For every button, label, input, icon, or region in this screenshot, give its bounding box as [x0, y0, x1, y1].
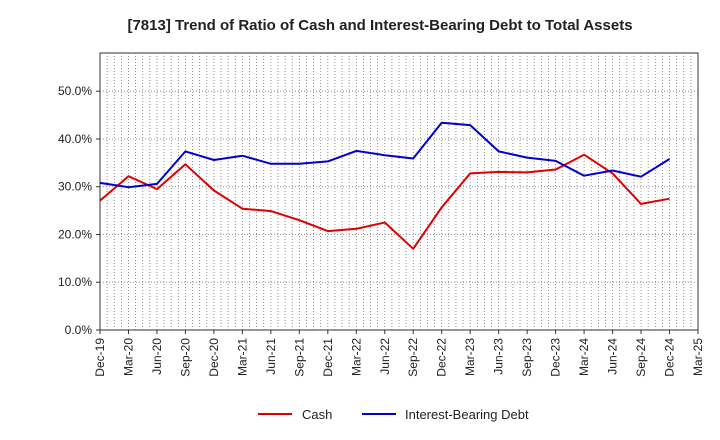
x-tick-label: Jun-21 [264, 338, 278, 375]
x-tick-label: Dec-21 [321, 338, 335, 377]
y-tick-label: 30.0% [58, 180, 92, 194]
y-tick-label: 20.0% [58, 227, 92, 241]
x-tick-label: Dec-19 [93, 338, 107, 377]
series-line-interest-bearing-debt [99, 121, 671, 189]
x-tick-label: Jun-22 [378, 338, 392, 375]
x-tick-label: Sep-22 [406, 338, 420, 377]
x-tick-label: Dec-22 [435, 338, 449, 377]
x-tick-label: Sep-24 [634, 338, 648, 377]
x-tick-label: Jun-24 [606, 338, 620, 375]
x-tick-label: Mar-24 [577, 338, 591, 376]
y-tick-label: 0.0% [65, 323, 93, 337]
x-tick-label: Jun-23 [492, 338, 506, 375]
chart-title: [7813] Trend of Ratio of Cash and Intere… [127, 17, 632, 34]
x-tick-label: Jun-20 [150, 338, 164, 375]
series-line-cash [99, 153, 670, 250]
y-tick-label: 50.0% [58, 84, 92, 98]
x-tick-label: Dec-23 [549, 338, 563, 377]
x-tick-label: Sep-23 [520, 338, 534, 377]
x-tick-label: Dec-20 [207, 338, 221, 377]
legend: Cash Interest-Bearing Debt [258, 407, 529, 422]
x-tick-label: Dec-24 [663, 338, 677, 377]
series-layer [99, 121, 671, 250]
x-tick-label: Sep-20 [178, 338, 192, 377]
x-axis: Dec-19 Mar-20 Jun-20 Sep-20 Dec-20 Mar-21 Jun-… [93, 330, 705, 377]
y-tick-label: 40.0% [58, 132, 92, 146]
x-tick-label: Mar-23 [463, 338, 477, 376]
legend-label: Cash [302, 407, 332, 422]
y-axis: 0.0% 10.0% 20.0% 30.0% 40.0% 50.0% [58, 84, 100, 337]
x-tick-label: Sep-21 [292, 338, 306, 377]
x-tick-label: Mar-20 [121, 338, 135, 376]
x-tick-label: Mar-25 [691, 338, 705, 376]
x-tick-label: Mar-21 [235, 338, 249, 376]
y-tick-label: 10.0% [58, 275, 92, 289]
x-tick-label: Mar-22 [349, 338, 363, 376]
plot-area [99, 52, 699, 331]
legend-label: Interest-Bearing Debt [405, 407, 529, 422]
